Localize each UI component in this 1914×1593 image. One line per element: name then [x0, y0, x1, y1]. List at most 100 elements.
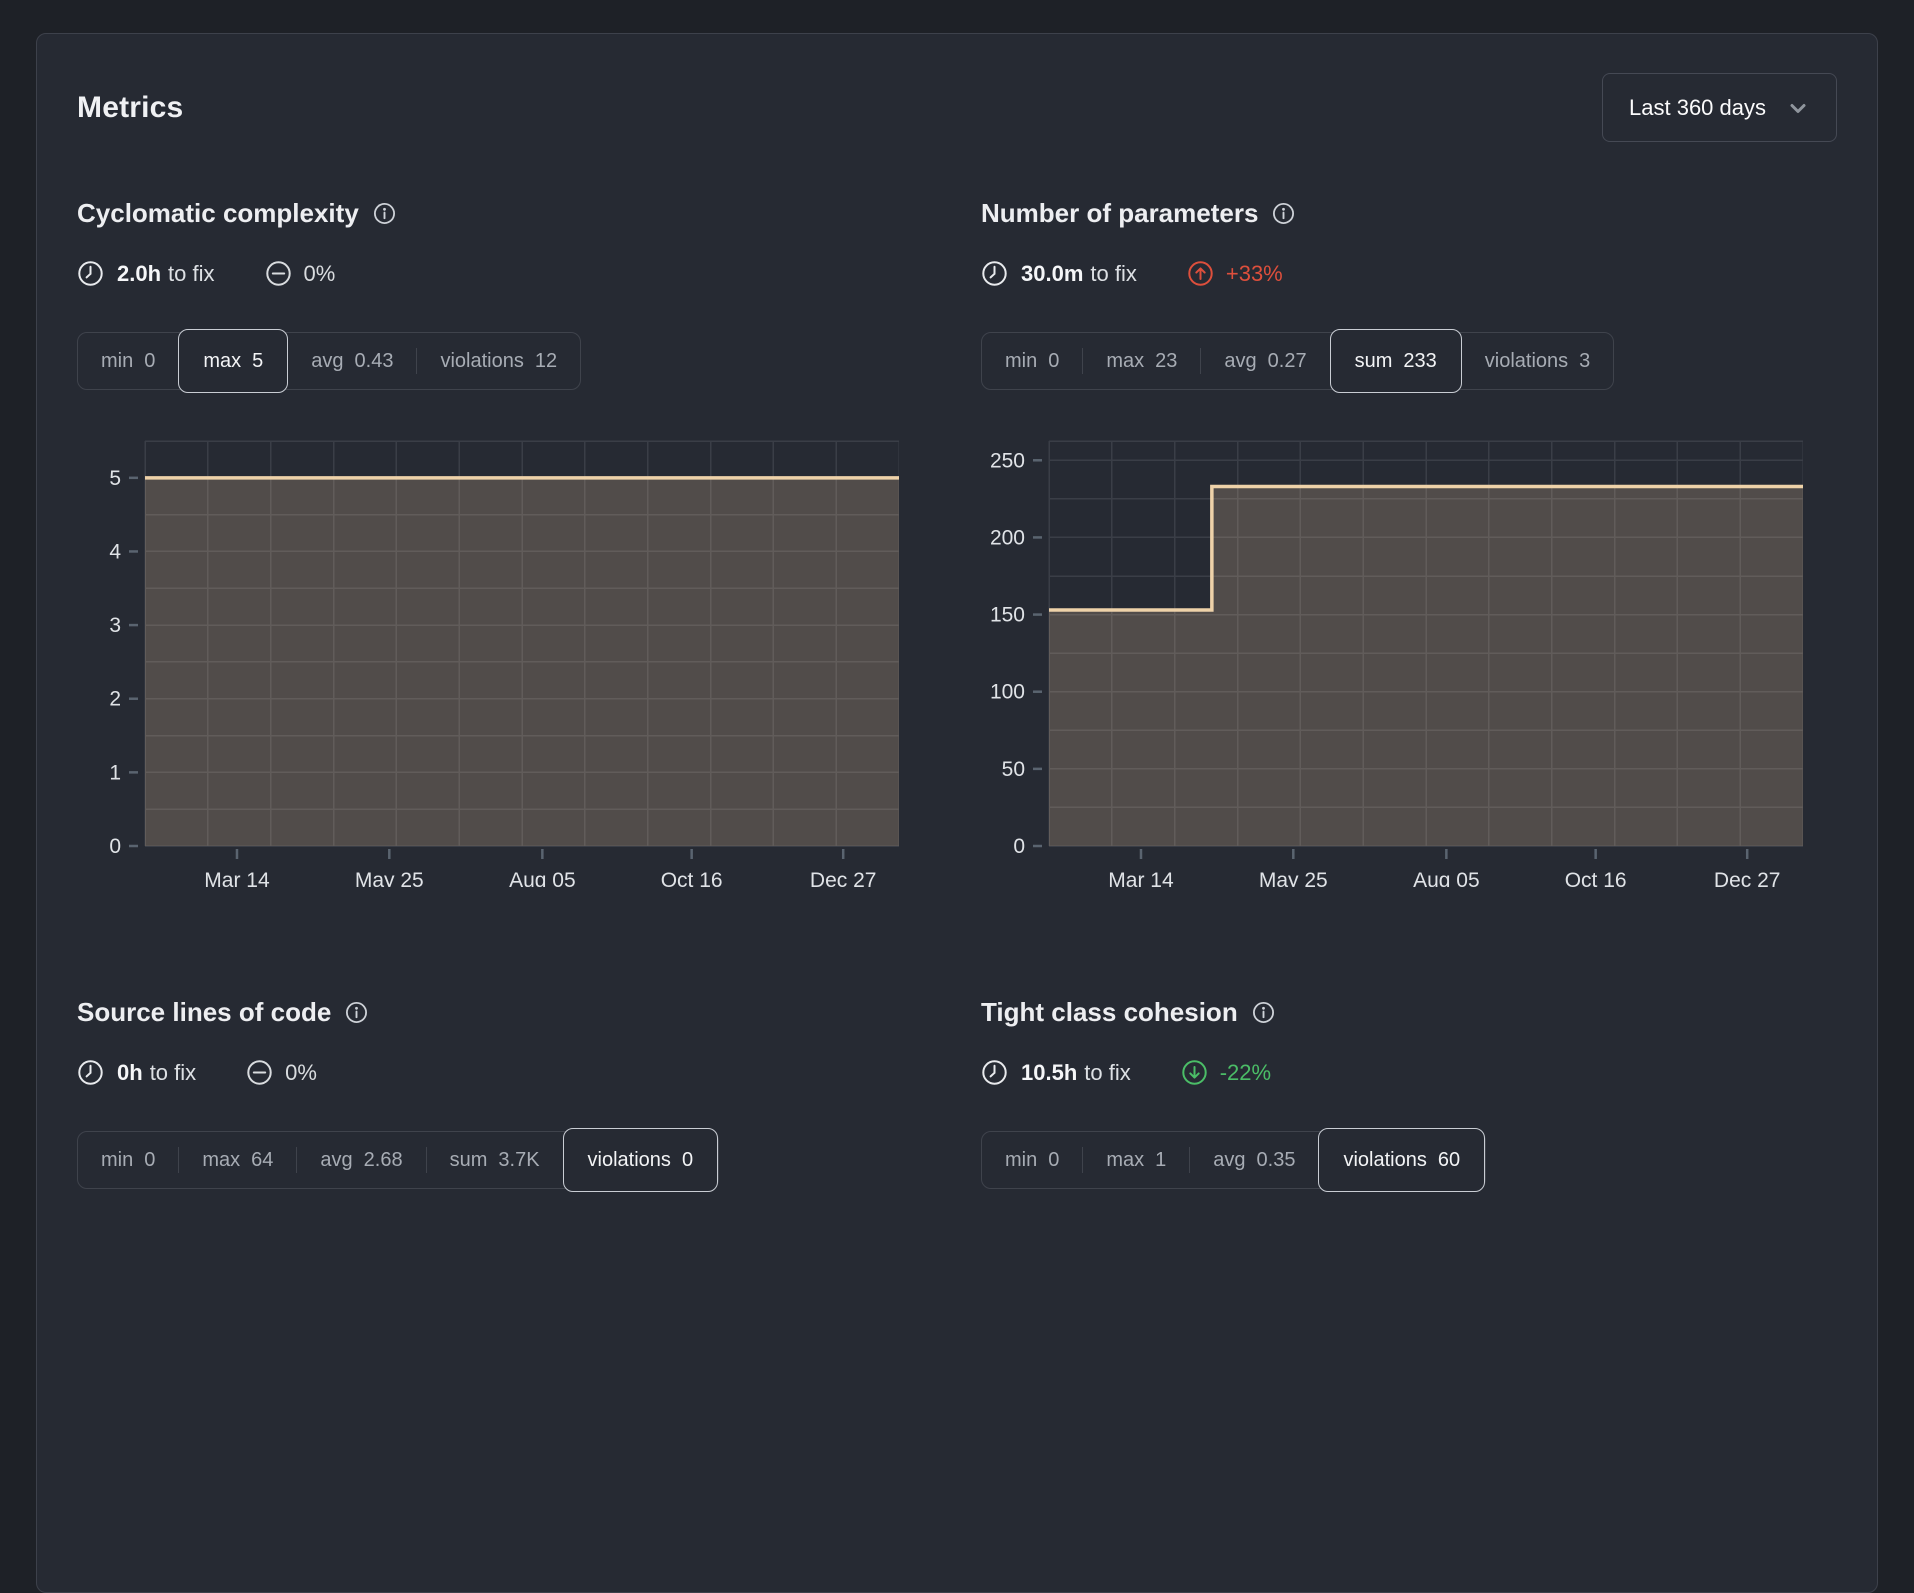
- trend-label: 0%: [303, 260, 336, 286]
- stat-chip-avg[interactable]: avg 0.43: [288, 333, 416, 389]
- info-icon[interactable]: [345, 1001, 368, 1024]
- stat-chip-max[interactable]: max 1: [1083, 1132, 1189, 1188]
- stat-value: 5: [252, 349, 264, 372]
- clock-icon: [77, 1059, 104, 1086]
- metric-chart: 0 50 100 150 200 250 Mar 14 May 25 Aug 05 Oct 16 D…: [990, 440, 1804, 892]
- trend-indicator: 0%: [246, 1059, 317, 1086]
- card-header: Metrics Last 360 days: [77, 73, 1837, 142]
- svg-text:Aug 05: Aug 05: [509, 869, 576, 887]
- stat-chip-max[interactable]: max 5: [178, 329, 289, 393]
- stat-chip-avg[interactable]: avg 2.68: [297, 1132, 425, 1188]
- time-to-fix-row: 10.5h to fix -22%: [981, 1059, 1803, 1086]
- stat-chip-avg[interactable]: avg 0.35: [1190, 1132, 1318, 1188]
- stat-label: avg: [1213, 1148, 1246, 1171]
- svg-text:200: 200: [990, 526, 1025, 549]
- svg-text:May 25: May 25: [355, 869, 424, 887]
- stat-label: avg: [311, 349, 344, 372]
- chart-area: 0 1 2 3 4 5 Mar 14 May 25 Aug 05 Oct 16 Dec 27: [77, 435, 900, 892]
- stats-chip-group: min 0 max 1 avg 0.35 violations 60: [981, 1128, 1487, 1192]
- time-to-fix-row: 30.0m to fix +33%: [981, 260, 1803, 287]
- time-to-fix-value: 30.0m: [1021, 260, 1084, 286]
- metric-panel: Number of parameters 30.0m to fix: [981, 196, 1804, 892]
- stat-chip-min[interactable]: min 0: [982, 333, 1082, 389]
- minus-circle-icon: [265, 260, 292, 287]
- time-to-fix-suffix: to fix: [149, 1059, 197, 1085]
- svg-text:May 25: May 25: [1259, 869, 1328, 887]
- metric-panel: Cyclomatic complexity 2.0h to fix: [77, 196, 900, 892]
- stat-value: 3: [1579, 349, 1591, 372]
- stat-chip-min[interactable]: min 0: [78, 1132, 178, 1188]
- stat-chip-violations[interactable]: violations 0: [562, 1128, 719, 1192]
- stat-chip-avg[interactable]: avg 0.27: [1201, 333, 1329, 389]
- info-icon[interactable]: [373, 202, 396, 225]
- stat-chip-min[interactable]: min 0: [78, 333, 178, 389]
- stat-label: min: [101, 1148, 134, 1171]
- stat-chip-violations[interactable]: violations 60: [1318, 1128, 1486, 1192]
- panel-title: Tight class cohesion: [981, 995, 1803, 1029]
- svg-text:Mar 14: Mar 14: [204, 869, 270, 887]
- stat-label: violations: [1343, 1148, 1427, 1171]
- stat-value: 0: [144, 349, 156, 372]
- chip-divider: [1082, 1147, 1084, 1173]
- stat-label: avg: [320, 1148, 353, 1171]
- chip-divider: [416, 348, 418, 374]
- page-title: Metrics: [77, 90, 184, 124]
- svg-text:Oct 16: Oct 16: [1565, 869, 1627, 887]
- stat-value: 23: [1155, 349, 1178, 372]
- svg-text:50: 50: [1002, 758, 1025, 781]
- chip-divider: [1200, 348, 1202, 374]
- panel-title-text: Cyclomatic complexity: [77, 198, 359, 228]
- stat-value: 0.43: [354, 349, 394, 372]
- svg-text:Aug 05: Aug 05: [1413, 869, 1480, 887]
- svg-text:0: 0: [109, 835, 121, 858]
- stat-chip-max[interactable]: max 64: [179, 1132, 296, 1188]
- stat-chip-violations[interactable]: violations 12: [417, 333, 580, 389]
- trend-indicator: -22%: [1181, 1059, 1271, 1086]
- stat-value: 0.35: [1256, 1148, 1296, 1171]
- stat-value: 0: [1048, 1148, 1060, 1171]
- time-to-fix-row: 0h to fix 0%: [77, 1059, 899, 1086]
- stat-label: violations: [587, 1148, 671, 1171]
- svg-text:1: 1: [109, 761, 121, 784]
- arrow-up-circle-icon: [1187, 260, 1214, 287]
- stats-chip-group: min 0 max 23 avg 0.27 sum 233 violations 3: [981, 329, 1615, 393]
- stat-value: 0: [681, 1148, 694, 1171]
- stats-chip-group: min 0 max 5 avg 0.43 violations 12: [77, 329, 582, 393]
- time-to-fix-row: 2.0h to fix 0%: [77, 260, 899, 287]
- stats-chip-group: min 0 max 64 avg 2.68 sum 3.7K violations 0: [77, 1128, 720, 1192]
- info-icon[interactable]: [1252, 1001, 1275, 1024]
- stat-chip-sum[interactable]: sum 3.7K: [427, 1132, 563, 1188]
- stat-value: 64: [251, 1148, 274, 1171]
- stat-value: 60: [1437, 1148, 1461, 1171]
- stat-chip-sum[interactable]: sum 233: [1329, 329, 1462, 393]
- time-to-fix-suffix: to fix: [1084, 1059, 1131, 1085]
- stat-label: min: [101, 349, 134, 372]
- svg-text:Dec 27: Dec 27: [1714, 869, 1781, 887]
- date-range-value: Last 360 days: [1629, 94, 1766, 120]
- clock-icon: [77, 260, 104, 287]
- stat-label: min: [1005, 1148, 1038, 1171]
- date-range-dropdown[interactable]: Last 360 days: [1602, 73, 1837, 142]
- svg-text:0: 0: [1013, 835, 1025, 858]
- stat-label: violations: [440, 349, 524, 372]
- chip-divider: [178, 1147, 180, 1173]
- stat-label: violations: [1484, 349, 1569, 372]
- stat-chip-min[interactable]: min 0: [982, 1132, 1082, 1188]
- svg-text:4: 4: [109, 540, 121, 563]
- stat-chip-max[interactable]: max 23: [1083, 333, 1200, 389]
- stat-value: 0: [144, 1148, 156, 1171]
- stat-label: sum: [449, 1148, 488, 1171]
- info-icon[interactable]: [1272, 202, 1295, 225]
- chip-divider: [1189, 1147, 1191, 1173]
- panel-title-text: Source lines of code: [77, 997, 332, 1027]
- stat-label: max: [1106, 349, 1145, 372]
- panel-title: Source lines of code: [77, 995, 899, 1029]
- stat-value: 0.27: [1267, 349, 1307, 372]
- metric-panel: Source lines of code 0h to fix: [77, 995, 899, 1192]
- clock-icon: [981, 260, 1008, 287]
- stat-chip-violations[interactable]: violations 3: [1462, 333, 1614, 389]
- stat-value: 1: [1155, 1148, 1167, 1171]
- trend-indicator: +33%: [1187, 260, 1283, 287]
- chart-area: 0 50 100 150 200 250 Mar 14 May 25 Aug 05 Oct 16 D…: [981, 435, 1804, 892]
- stat-label: max: [203, 349, 242, 372]
